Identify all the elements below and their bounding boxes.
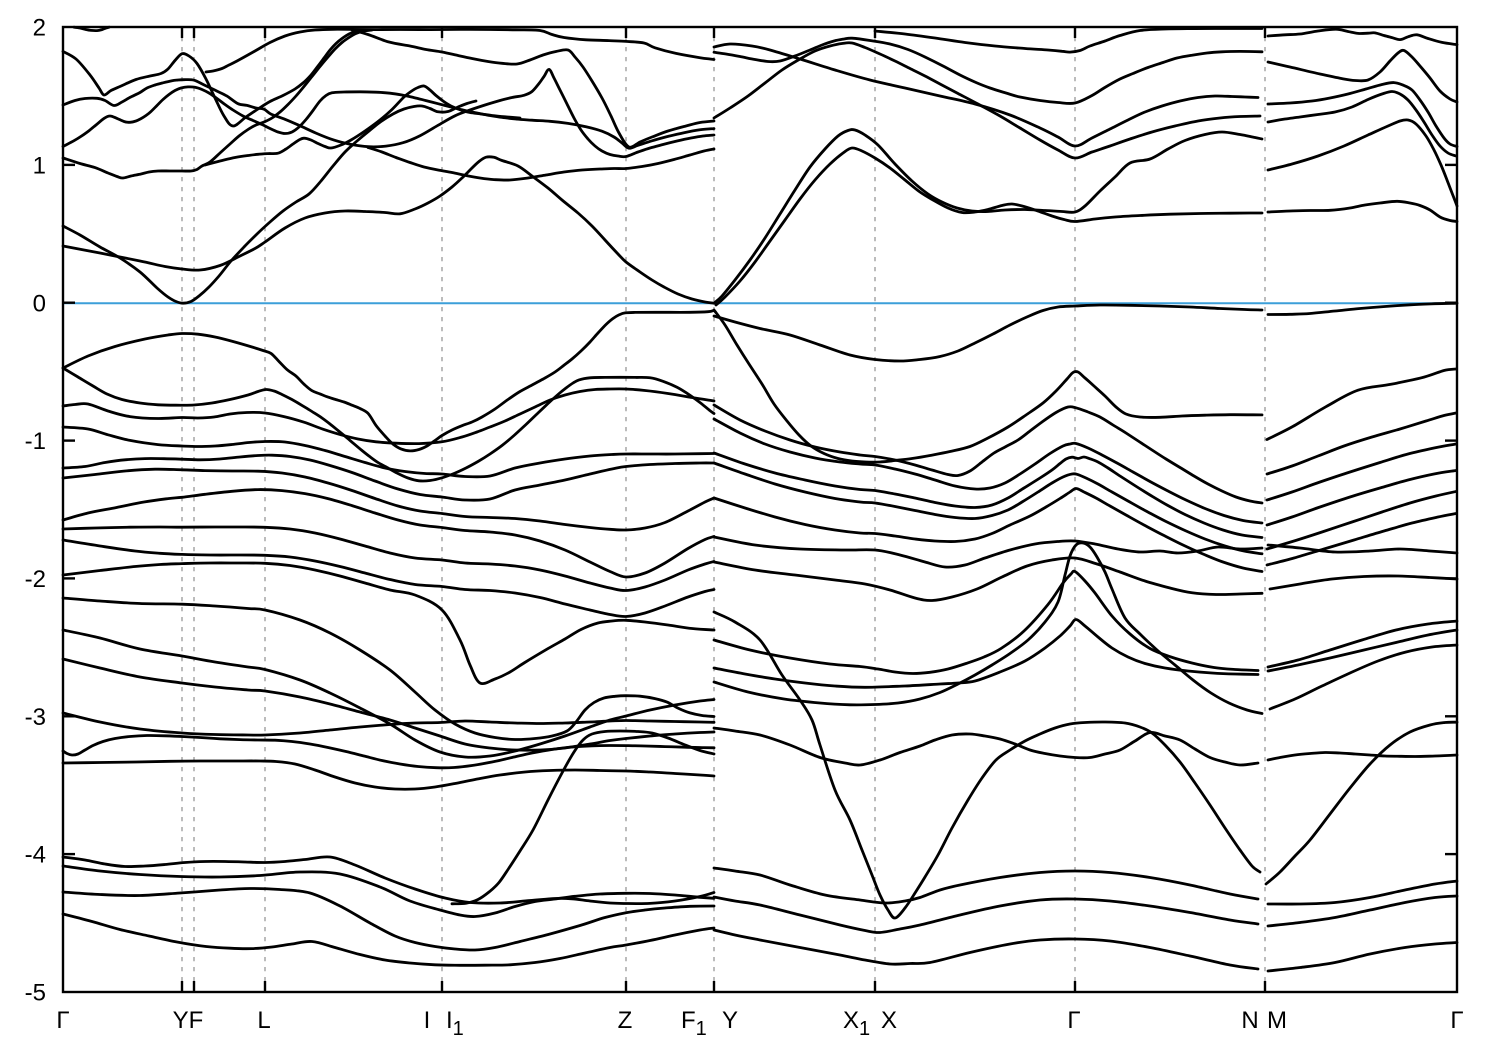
svg-text:-3: -3 (25, 704, 46, 731)
svg-text:-5: -5 (25, 980, 46, 1007)
svg-text:1: 1 (33, 153, 46, 180)
svg-text:Γ: Γ (1450, 1007, 1463, 1034)
svg-text:M: M (1267, 1007, 1287, 1034)
svg-text:-2: -2 (25, 566, 46, 593)
svg-text:0: 0 (33, 290, 46, 317)
svg-text:YF: YF (173, 1007, 204, 1034)
svg-text:Γ: Γ (56, 1007, 69, 1034)
svg-text:Y: Y (722, 1007, 738, 1034)
svg-text:L: L (257, 1007, 270, 1034)
svg-text:X: X (881, 1007, 897, 1034)
svg-text:-1: -1 (25, 428, 46, 455)
svg-text:I: I (424, 1007, 431, 1034)
svg-text:Z: Z (618, 1007, 633, 1034)
svg-text:2: 2 (33, 15, 46, 42)
svg-text:N: N (1241, 1007, 1258, 1034)
svg-text:Γ: Γ (1067, 1007, 1080, 1034)
svg-text:-4: -4 (25, 842, 46, 869)
